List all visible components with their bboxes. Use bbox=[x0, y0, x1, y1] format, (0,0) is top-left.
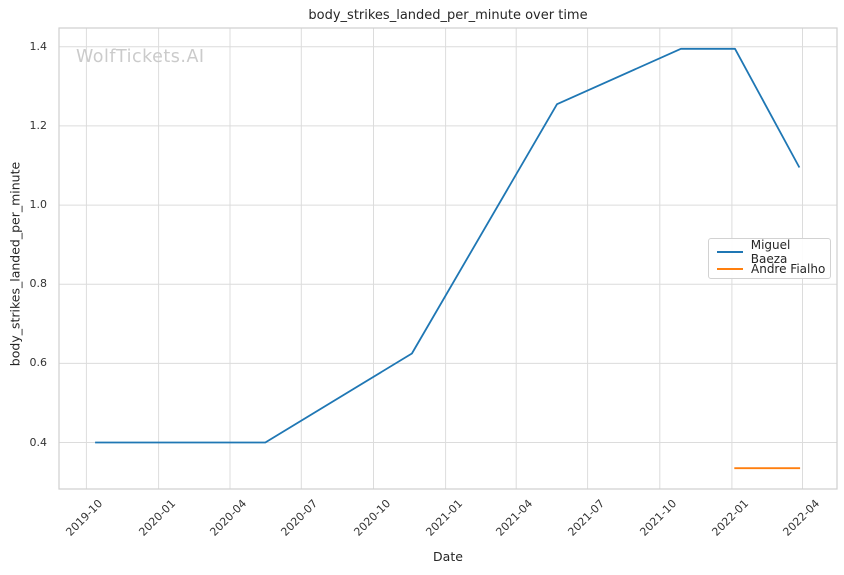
chart-title: body_strikes_landed_per_minute over time bbox=[308, 8, 588, 23]
y-tick-label: 0.6 bbox=[29, 356, 48, 370]
y-tick-label: 1.4 bbox=[29, 39, 48, 53]
plot-border bbox=[58, 27, 838, 490]
x-axis-label: Date bbox=[433, 549, 463, 564]
y-tick-label: 1.2 bbox=[29, 118, 48, 132]
legend-label: Andre Fialho bbox=[751, 261, 826, 276]
legend-entry-miguel-baeza: Miguel Baeza bbox=[717, 238, 830, 266]
legend: Miguel Baeza Andre Fialho bbox=[708, 238, 831, 279]
y-axis-label: body_strikes_landed_per_minute bbox=[7, 161, 23, 367]
legend-line-sample-blue bbox=[717, 250, 743, 253]
watermark: WolfTickets.AI bbox=[76, 47, 205, 67]
y-tick-label: 1.0 bbox=[29, 198, 48, 212]
legend-label: Miguel Baeza bbox=[750, 237, 791, 266]
y-tick-label: 0.4 bbox=[29, 435, 48, 449]
y-tick-label: 0.8 bbox=[29, 277, 48, 291]
series-line-miguel-baeza bbox=[95, 47, 801, 444]
legend-entry-andre-fialho: Andre Fialho bbox=[717, 260, 830, 277]
legend-line-sample-orange bbox=[717, 267, 743, 270]
